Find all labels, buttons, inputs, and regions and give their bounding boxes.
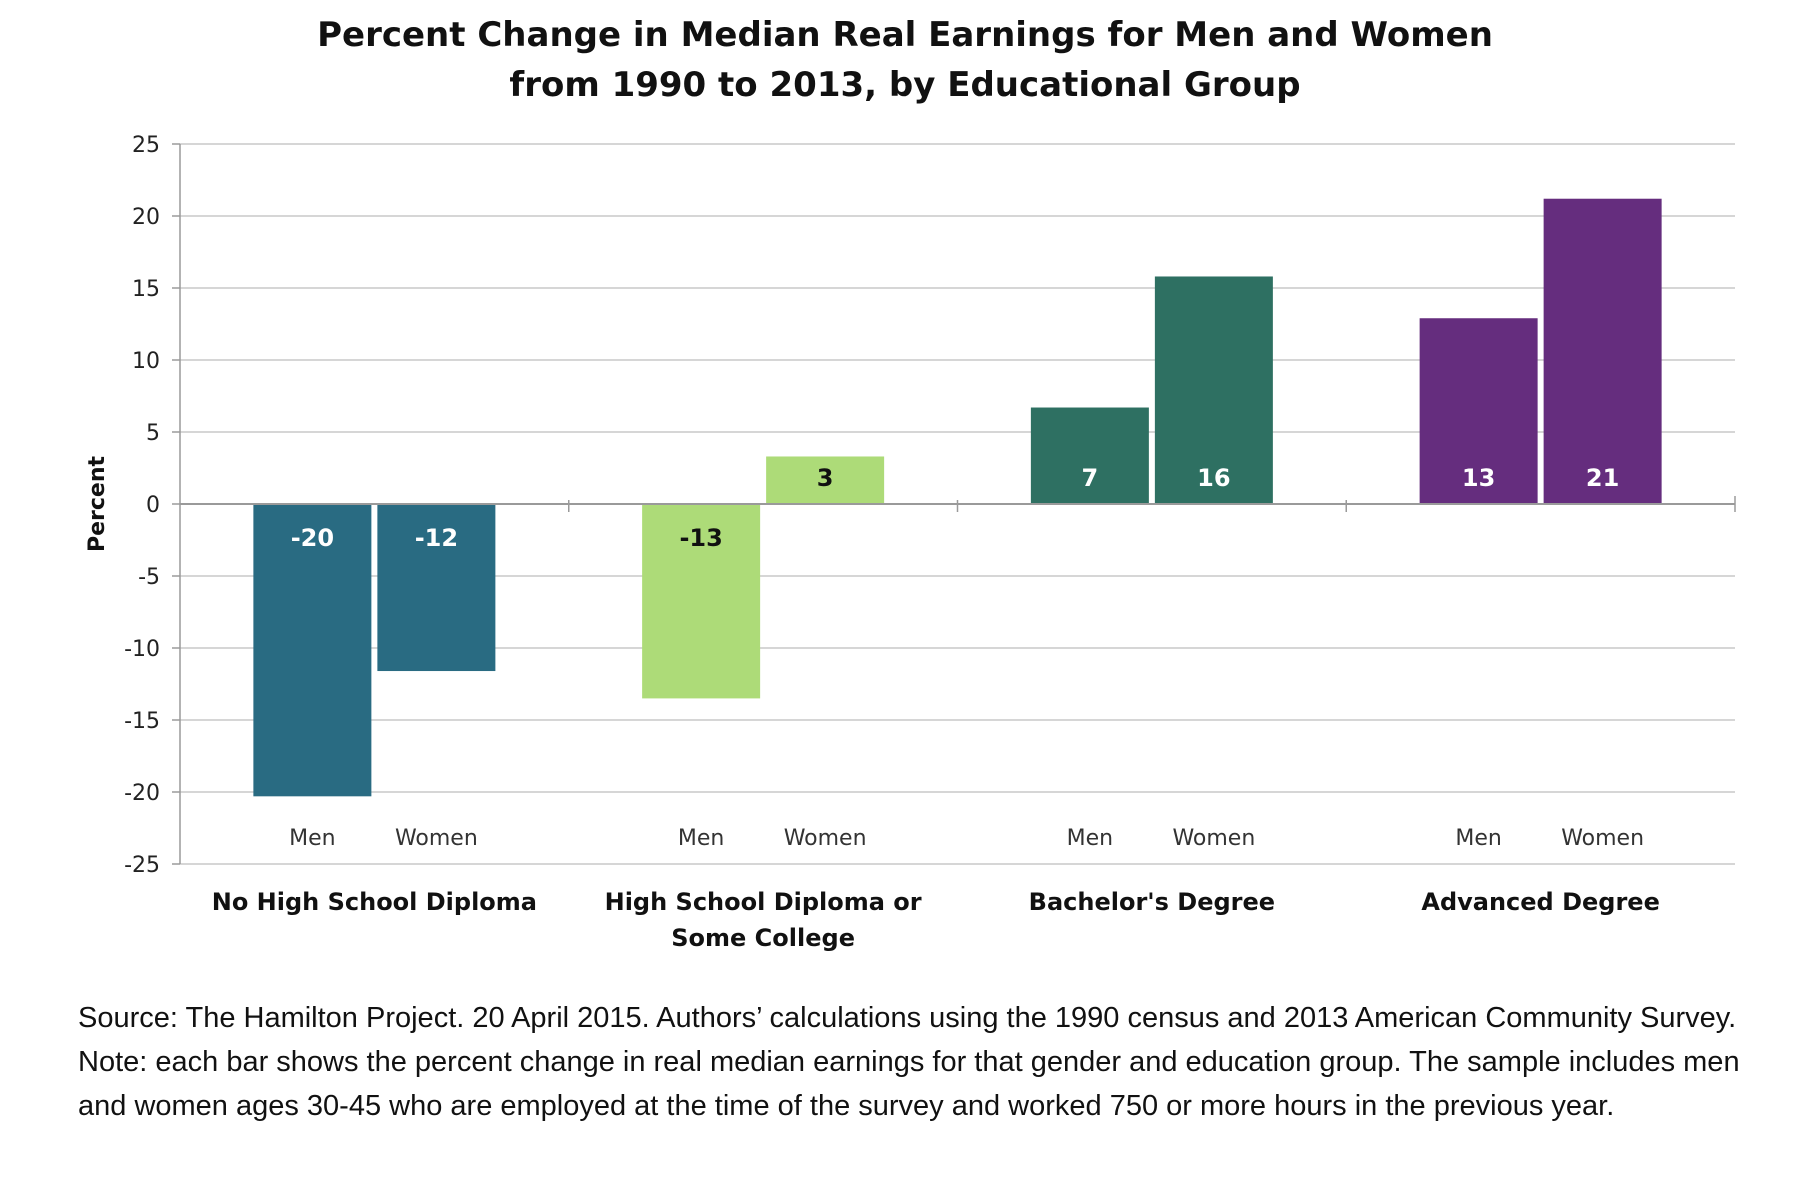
series-label-women: Women: [784, 826, 867, 851]
data-label: 3: [817, 464, 834, 492]
y-axis-label: Percent: [85, 456, 110, 553]
y-tick-label: 20: [132, 205, 160, 230]
group-label: No High School Diploma: [212, 888, 537, 916]
y-tick-label: -5: [138, 565, 160, 590]
y-tick-label: -25: [124, 853, 160, 878]
y-tick-label: 10: [132, 349, 160, 374]
y-tick-label: 0: [146, 493, 160, 518]
series-label-men: Men: [678, 826, 724, 851]
group-label: Bachelor's Degree: [1029, 888, 1275, 916]
chart-title-line-2: from 1990 to 2013, by Educational Group: [509, 65, 1300, 105]
y-tick-label: 25: [132, 133, 160, 158]
bar-men: [642, 504, 761, 699]
data-label: -20: [291, 524, 334, 552]
group-label: High School Diploma or: [605, 888, 922, 916]
series-label-men: Men: [289, 826, 335, 851]
bar-women: [766, 456, 885, 504]
data-label: -13: [679, 524, 722, 552]
series-label-women: Women: [395, 826, 478, 851]
chart-title-line-1: Percent Change in Median Real Earnings f…: [317, 15, 1493, 55]
y-tick-label: 5: [146, 421, 160, 446]
series-label-men: Men: [1067, 826, 1113, 851]
y-tick-label: -15: [124, 709, 160, 734]
data-label: 16: [1197, 464, 1230, 492]
bar-men: [1419, 318, 1538, 504]
bar-men: [1030, 407, 1149, 504]
bar-women: [1154, 276, 1273, 504]
series-label-women: Women: [1561, 826, 1644, 851]
data-label: 7: [1082, 464, 1099, 492]
y-tick-label: -10: [124, 637, 160, 662]
bar-women: [377, 504, 496, 672]
source-note: Source: The Hamilton Project. 20 April 2…: [78, 1002, 1740, 1122]
group-label: Advanced Degree: [1421, 888, 1660, 916]
data-label: 13: [1462, 464, 1495, 492]
y-tick-label: 15: [132, 277, 160, 302]
series-label-men: Men: [1455, 826, 1501, 851]
bar-men: [253, 504, 372, 797]
data-label: -12: [415, 524, 458, 552]
group-label: Some College: [671, 924, 855, 952]
data-label: 21: [1586, 464, 1619, 492]
bar-women: [1543, 198, 1662, 504]
y-tick-label: -20: [124, 781, 160, 806]
chart: Percent Change in Median Real Earnings f…: [85, 15, 1736, 952]
series-label-women: Women: [1172, 826, 1255, 851]
